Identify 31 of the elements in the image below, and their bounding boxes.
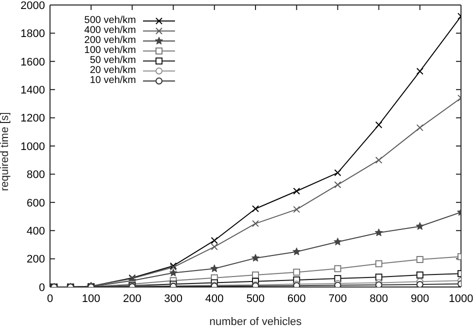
legend-label: 400 veh/km [84, 25, 136, 36]
x-tick-label: 700 [328, 292, 347, 305]
y-tick-label: 600 [26, 197, 45, 210]
y-tick-label: 200 [26, 254, 45, 266]
x-tick-label: 200 [123, 292, 142, 305]
x-tick-label: 300 [164, 292, 182, 305]
y-axis-title: required time [s] [0, 112, 11, 191]
x-tick-label: 100 [82, 292, 100, 305]
y-tick-label: 2000 [20, 0, 45, 12]
y-tick-label: 1200 [20, 112, 45, 125]
x-tick-label: 900 [410, 292, 430, 305]
y-tick-label: 800 [26, 169, 45, 182]
legend-label: 500 veh/km [84, 15, 136, 26]
x-tick-label: 400 [205, 292, 224, 305]
legend-label: 200 veh/km [84, 35, 136, 46]
y-tick-label: 1800 [20, 28, 45, 40]
x-tick-label: 800 [370, 292, 388, 305]
legend-label: 50 veh/km [90, 55, 136, 66]
y-tick-label: 400 [26, 226, 45, 238]
x-axis-title: number of vehicles [209, 316, 302, 328]
x-tick-label: 600 [287, 292, 306, 305]
y-tick-label: 0 [38, 282, 45, 294]
legend-label: 100 veh/km [84, 45, 136, 56]
legend-label: 10 veh/km [90, 75, 136, 86]
x-tick-label: 500 [246, 292, 265, 305]
y-tick-label: 1000 [20, 140, 45, 153]
x-tick-label: 1000 [448, 292, 474, 305]
x-tick-label: 0 [46, 292, 54, 305]
y-tick-label: 1600 [20, 56, 45, 68]
y-tick-label: 1400 [20, 84, 45, 97]
legend-label: 20 veh/km [90, 65, 136, 76]
